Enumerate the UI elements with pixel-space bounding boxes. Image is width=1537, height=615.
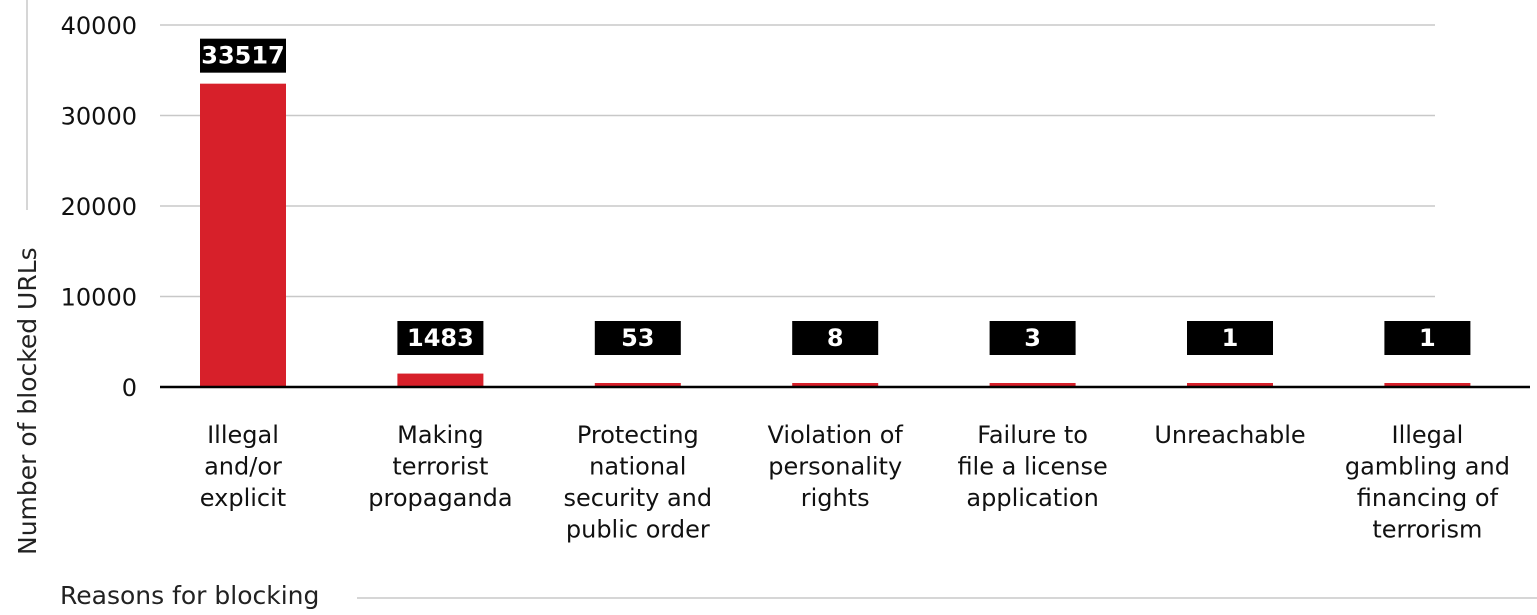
x-axis-title: Reasons for blocking: [60, 581, 319, 610]
x-tick-label: propaganda: [368, 484, 512, 512]
x-tick-label: gambling and: [1345, 453, 1510, 481]
value-label-badge: [792, 321, 879, 355]
x-tick-label: Protecting: [577, 421, 699, 449]
value-label: 33517: [201, 42, 285, 70]
value-label-badge: [594, 321, 681, 355]
x-tick-label: Unreachable: [1154, 421, 1305, 449]
x-tick-label: rights: [801, 484, 870, 512]
x-tick-label: security and: [563, 484, 712, 512]
bar: [1384, 383, 1471, 387]
value-label-badge: [1187, 321, 1273, 355]
x-tick-label: national: [589, 453, 686, 481]
bar: [397, 373, 484, 387]
x-tick-label: personality: [768, 453, 902, 481]
x-tick-label: Violation of: [768, 421, 904, 449]
x-tick-label: Failure to: [977, 421, 1088, 449]
y-tick-label: 30000: [61, 103, 137, 131]
y-axis-title: Number of blocked URLs: [13, 247, 42, 555]
value-label-badge: [1384, 321, 1471, 355]
x-tick-label: Illegal: [207, 421, 279, 449]
x-tick-label: terrorism: [1372, 516, 1482, 544]
value-label-badge: [989, 321, 1076, 355]
y-tick-label: 0: [122, 374, 137, 402]
x-tick-label: application: [966, 484, 1098, 512]
x-tick-label: file a license: [957, 453, 1107, 481]
x-tick-label: financing of: [1357, 484, 1499, 512]
y-tick-label: 40000: [61, 12, 137, 40]
bar: [989, 383, 1076, 387]
value-label: 1483: [407, 324, 474, 352]
value-label: 3: [1024, 324, 1041, 352]
bar: [792, 383, 879, 387]
y-tick-label: 10000: [61, 284, 137, 312]
x-tick-label: terrorist: [392, 453, 488, 481]
value-label: 53: [621, 324, 654, 352]
value-label-badge: [397, 321, 484, 355]
value-label: 8: [827, 324, 844, 352]
y-tick-label: 20000: [61, 193, 137, 221]
x-tick-label: Making: [397, 421, 483, 449]
bar: [200, 83, 286, 388]
bar: [594, 383, 681, 387]
value-label: 1: [1222, 324, 1239, 352]
x-tick-label: and/or: [204, 453, 282, 481]
value-label: 1: [1419, 324, 1436, 352]
x-tick-label: explicit: [200, 484, 286, 512]
x-tick-label: Illegal: [1392, 421, 1464, 449]
x-tick-label: public order: [566, 516, 710, 544]
bar: [1187, 383, 1273, 387]
value-label-badge: [200, 38, 286, 73]
